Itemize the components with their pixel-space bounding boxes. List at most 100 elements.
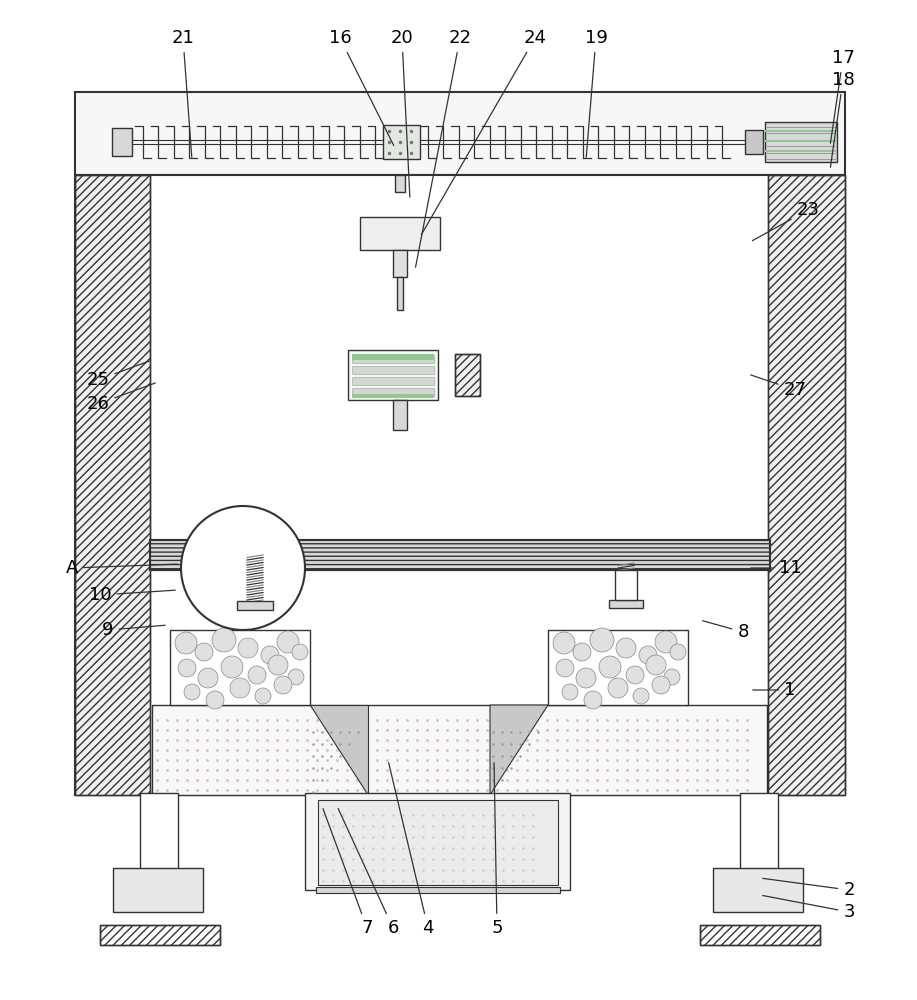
Bar	[305, 793, 570, 890]
Circle shape	[590, 628, 614, 652]
Bar	[768, 175, 845, 795]
Text: 16: 16	[328, 29, 393, 146]
Bar	[455, 354, 480, 396]
Polygon shape	[490, 705, 548, 795]
Text: 27: 27	[751, 375, 806, 399]
Bar	[700, 925, 820, 945]
Bar	[745, 130, 763, 154]
Bar	[150, 540, 770, 570]
Bar	[393, 400, 407, 430]
Text: 1: 1	[753, 681, 796, 699]
Text: 7: 7	[323, 809, 372, 937]
Bar	[75, 92, 845, 175]
Circle shape	[230, 678, 250, 698]
Bar	[615, 570, 637, 600]
Text: 22: 22	[415, 29, 471, 267]
Bar	[765, 122, 837, 162]
Bar	[112, 128, 132, 156]
Circle shape	[221, 656, 243, 678]
Bar	[318, 800, 558, 885]
Circle shape	[599, 656, 621, 678]
Bar	[700, 925, 820, 945]
Circle shape	[652, 676, 670, 694]
Circle shape	[562, 684, 578, 700]
Text: 19: 19	[584, 29, 607, 157]
Circle shape	[248, 666, 266, 684]
Circle shape	[556, 659, 574, 677]
Circle shape	[670, 644, 686, 660]
Text: 23: 23	[753, 201, 820, 241]
Text: 8: 8	[702, 621, 748, 641]
Text: 17: 17	[831, 49, 855, 143]
Text: 24: 24	[422, 29, 547, 235]
Circle shape	[292, 644, 308, 660]
Text: 11: 11	[751, 559, 801, 577]
Circle shape	[639, 646, 657, 664]
Bar	[397, 277, 403, 310]
Text: 20: 20	[391, 29, 414, 197]
Bar	[352, 355, 434, 363]
Bar	[238, 600, 272, 608]
Bar	[395, 175, 405, 192]
Circle shape	[206, 691, 224, 709]
Bar	[170, 630, 310, 705]
Text: 18: 18	[831, 71, 855, 167]
Circle shape	[261, 646, 279, 664]
Circle shape	[178, 659, 196, 677]
Circle shape	[255, 688, 271, 704]
Text: 2: 2	[763, 878, 855, 899]
Text: 26: 26	[86, 383, 155, 413]
Circle shape	[655, 631, 677, 653]
Bar	[100, 925, 220, 945]
Circle shape	[553, 632, 575, 654]
Bar	[352, 366, 434, 374]
Text: 21: 21	[171, 29, 194, 157]
Bar	[740, 793, 778, 870]
Bar	[100, 925, 220, 945]
Circle shape	[268, 655, 288, 675]
Bar	[352, 388, 434, 396]
Bar	[75, 175, 845, 795]
Text: 10: 10	[89, 586, 175, 604]
Bar	[352, 377, 434, 385]
Bar	[75, 175, 150, 795]
Text: 9: 9	[103, 621, 165, 639]
Bar	[765, 130, 837, 132]
Bar	[768, 175, 845, 795]
Text: 4: 4	[389, 763, 434, 937]
Bar	[393, 250, 407, 277]
Circle shape	[584, 691, 602, 709]
Circle shape	[238, 638, 258, 658]
Bar	[152, 705, 767, 795]
Bar	[455, 354, 480, 396]
Bar	[237, 601, 273, 610]
Circle shape	[212, 628, 236, 652]
Circle shape	[274, 676, 292, 694]
Bar	[352, 394, 434, 398]
Circle shape	[277, 631, 299, 653]
Text: A: A	[66, 559, 177, 577]
Circle shape	[576, 668, 596, 688]
Bar	[548, 630, 688, 705]
Bar	[75, 175, 150, 795]
Circle shape	[181, 506, 305, 630]
Polygon shape	[310, 705, 368, 795]
Circle shape	[175, 632, 197, 654]
Circle shape	[198, 668, 218, 688]
Bar	[352, 354, 434, 360]
Circle shape	[646, 655, 666, 675]
Text: 6: 6	[338, 809, 399, 937]
Bar	[383, 125, 420, 159]
Bar	[348, 350, 438, 400]
Circle shape	[664, 669, 680, 685]
Text: 3: 3	[763, 896, 855, 921]
Bar	[244, 570, 266, 600]
Circle shape	[184, 684, 200, 700]
Circle shape	[626, 666, 644, 684]
Bar	[765, 140, 837, 142]
Bar	[360, 217, 440, 250]
Bar	[609, 600, 643, 608]
Circle shape	[573, 643, 591, 661]
Bar	[113, 868, 203, 912]
Text: 25: 25	[86, 361, 149, 389]
